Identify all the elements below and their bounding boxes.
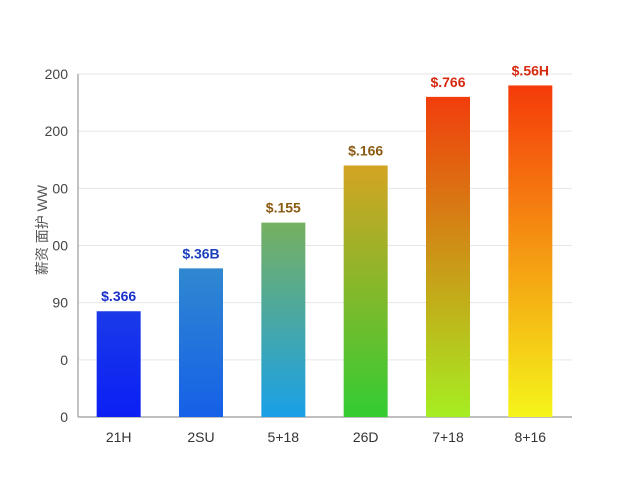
x-tick-label: 5+18 (268, 429, 300, 445)
x-tick-label: 8+16 (515, 429, 547, 445)
data-label: $.766 (430, 74, 465, 90)
axes (77, 74, 572, 418)
bar-26d (343, 165, 388, 417)
y-axis-label: 薪资 面护 WW (34, 184, 50, 275)
x-tick-label: 21H (106, 429, 132, 445)
data-label: $.56H (512, 62, 549, 78)
labels: 00900000200200$.36621H$.36B2SU$.1555+18$… (45, 62, 549, 445)
data-label: $.366 (101, 288, 136, 304)
x-tick-label: 2SU (187, 429, 214, 445)
data-label: $.36B (182, 245, 219, 261)
grid (78, 73, 572, 361)
data-label: $.155 (266, 200, 301, 216)
y-tick-label: 00 (52, 238, 68, 254)
y-tick-label: 90 (52, 295, 68, 311)
bar-2su (179, 268, 223, 417)
y-tick-label: 0 (60, 352, 68, 368)
bar-21h (96, 311, 141, 417)
bar-8-16 (508, 85, 553, 417)
y-tick-label: 00 (52, 180, 68, 196)
bars (96, 85, 553, 417)
x-tick-label: 26D (353, 429, 379, 445)
y-tick-label: 200 (45, 66, 69, 82)
bar-5-18 (261, 222, 306, 417)
data-label: $.166 (348, 142, 383, 158)
bar-7-18 (426, 96, 470, 417)
y-tick-label: 200 (45, 123, 69, 139)
y-tick-label: 0 (60, 409, 68, 425)
x-tick-label: 7+18 (432, 429, 464, 445)
